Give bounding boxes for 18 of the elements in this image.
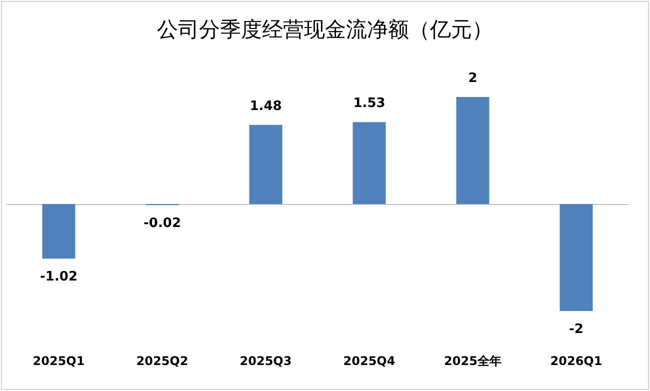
data-label: 2 (468, 71, 478, 86)
x-tick-label: 2025Q3 (240, 354, 292, 368)
bar (42, 204, 76, 259)
x-tick-label: 2025全年 (444, 354, 502, 368)
data-label: -0.02 (144, 216, 181, 232)
bar (352, 122, 386, 204)
x-tick-label: 2025Q1 (32, 354, 85, 368)
data-label: -2 (569, 322, 584, 337)
bar (560, 204, 593, 311)
data-label: 1.53 (353, 96, 386, 112)
chart-title: 公司分季度经营现金流净额（亿元） (157, 18, 493, 42)
data-label: 1.48 (250, 98, 282, 114)
data-label: -1.02 (40, 270, 78, 285)
x-tick-label: 2026Q1 (550, 354, 602, 368)
x-tick-label: 2025Q2 (136, 354, 188, 368)
x-tick-label: 2025Q4 (343, 354, 396, 368)
bar (249, 124, 282, 204)
bar (456, 97, 490, 204)
